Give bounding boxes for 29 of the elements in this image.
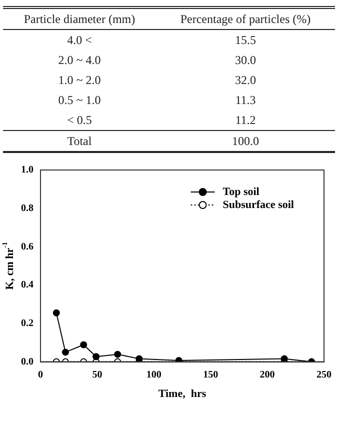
x-tick-label: 100 [146,369,162,380]
text: Particle diameter (mm) [3,8,156,30]
text: 2.0 ~ 4.0 [57,52,102,68]
x-tick-label: 0 [38,369,43,380]
text: 32.0 [234,72,257,88]
legend-label: Subsurface soil [222,198,294,211]
text: 4.0 < [66,32,93,48]
x-tick-label: 200 [260,369,275,380]
text: < 0.5 [66,112,93,128]
text: 11.3 [234,92,257,108]
x-tick-label: 250 [316,369,332,380]
y-tick-label: 0.8 [21,202,34,214]
y-tick-label: 0.2 [21,318,34,330]
y-tick-label: 0.6 [21,241,34,252]
x-tick-label: 50 [92,369,102,380]
text: 11.2 [234,112,257,128]
text: 0.5 ~ 1.0 [57,92,102,108]
x-tick-label: 150 [203,369,218,380]
text: 1.0 ~ 2.0 [57,72,102,88]
y-tick-label: 1.0 [21,164,34,176]
text: Total [3,130,156,152]
x-axis-title: Time, hrs [158,388,207,400]
y-tick-label: 0.4 [21,280,34,291]
text: 15.5 [234,32,257,48]
legend-label: Top soil [222,186,260,198]
text: 30.0 [234,52,257,68]
text: Percentage of particles (%) [156,8,335,30]
y-tick-label: 0.0 [21,356,34,368]
text: 100.0 [156,130,335,152]
